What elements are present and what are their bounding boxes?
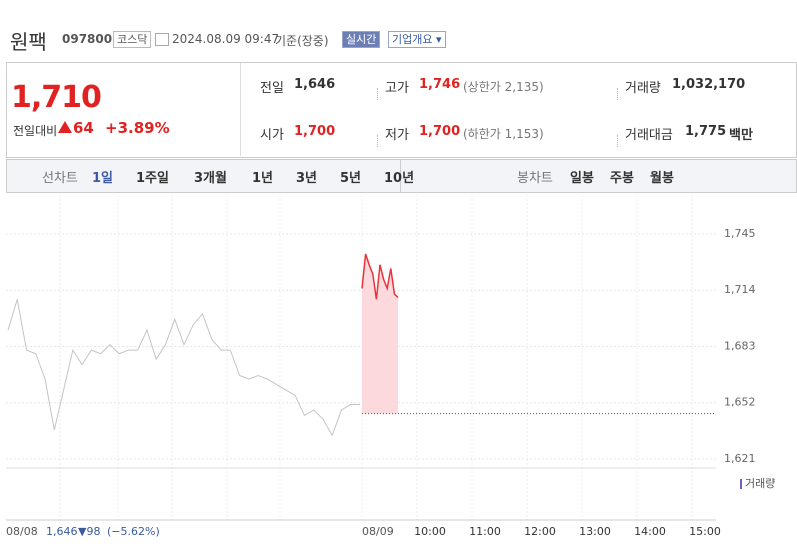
date-label: 08/08 — [6, 525, 38, 538]
period-tab[interactable]: 1년 — [252, 171, 274, 186]
company-button[interactable]: 기업개요 ▾ — [388, 31, 446, 48]
area — [362, 253, 398, 414]
prev-change: ▼98 — [78, 525, 100, 538]
price-line — [7, 299, 360, 437]
stat-value: 1,775 — [685, 124, 727, 139]
stat-value: 1,700 — [419, 124, 461, 139]
clock-icon — [155, 33, 169, 46]
x-tick-label: 10:00 — [414, 525, 446, 538]
tab-bar — [6, 159, 797, 193]
change: 64 — [73, 119, 94, 137]
stat-label: 거래대금 — [625, 128, 673, 143]
stat-value: 1,032,170 — [672, 77, 746, 92]
basis: 기준(장중) — [275, 34, 329, 48]
period-tab[interactable]: 3년 — [296, 171, 318, 186]
up-arrow — [58, 121, 72, 133]
period-tab[interactable]: 1주일 — [136, 171, 169, 186]
price: 1,710 — [11, 80, 102, 115]
change-label: 전일대비 — [13, 124, 58, 138]
volume-label: 거래량 — [745, 477, 775, 490]
y-tick-label: 1,683 — [724, 339, 756, 352]
y-tick-label: 1,621 — [724, 452, 756, 465]
stat-label: 시가 — [260, 128, 284, 143]
candle-tab[interactable]: 월봉 — [650, 171, 674, 186]
stock-code: 097800 — [62, 32, 113, 46]
prev-change-pct: (−5.62%) — [107, 525, 160, 538]
change-pct: +3.89% — [105, 119, 170, 137]
volume-legend — [740, 479, 742, 489]
period-tab[interactable]: 3개월 — [194, 171, 227, 186]
stat-value: 1,700 — [294, 124, 336, 139]
realtime-button[interactable]: 실시간 — [342, 31, 381, 48]
chart: 1,745 1,714 1,683 1,652 1,621 거래량 08/08 1,646 ▼9… — [6, 195, 775, 538]
stat-label: 고가 — [385, 81, 409, 96]
period-tab[interactable]: 10년 — [384, 171, 415, 186]
stat-value: 1,646 — [294, 77, 336, 92]
stock-name: 원팩 — [10, 30, 47, 54]
y-tick-label: 1,652 — [724, 396, 756, 409]
separator — [617, 135, 618, 147]
stat-label: 거래량 — [625, 81, 661, 96]
y-tick-label: 1,714 — [724, 283, 756, 296]
x-tick-label: 14:00 — [634, 525, 666, 538]
divider — [240, 63, 241, 156]
stat-label: 저가 — [385, 128, 409, 143]
stat-value: 1,746 — [419, 77, 461, 92]
x-tick-label: 15:00 — [689, 525, 721, 538]
x-tick-label: 11:00 — [469, 525, 501, 538]
date-label: 08/09 — [362, 525, 394, 538]
y-tick-label: 1,745 — [724, 227, 756, 240]
stat-label: 전일 — [260, 81, 284, 96]
company-label: 기업개요 — [392, 33, 433, 46]
period-tab[interactable]: 5년 — [340, 171, 362, 186]
separator — [377, 88, 378, 100]
price-line — [361, 253, 399, 300]
time: 2024.08.09 09:47 — [172, 32, 280, 46]
separator — [617, 88, 618, 100]
candle-tab[interactable]: 일봉 — [570, 171, 594, 186]
divider — [400, 160, 401, 192]
separator — [377, 135, 378, 147]
candle-tab[interactable]: 주봉 — [610, 171, 634, 186]
tab-label: 선차트 — [42, 171, 78, 186]
x-tick-label: 13:00 — [579, 525, 611, 538]
stat-unit: 백만 — [729, 128, 753, 143]
tab-label: 봉차트 — [517, 171, 553, 186]
period-tab[interactable]: 1일 — [92, 171, 114, 186]
stat-note: (하한가 1,153) — [463, 127, 544, 141]
prev-close: 1,646 — [46, 525, 78, 538]
x-tick-label: 12:00 — [524, 525, 556, 538]
stat-note: (상한가 2,135) — [463, 80, 544, 94]
market-badge: 코스닥 — [113, 31, 152, 48]
